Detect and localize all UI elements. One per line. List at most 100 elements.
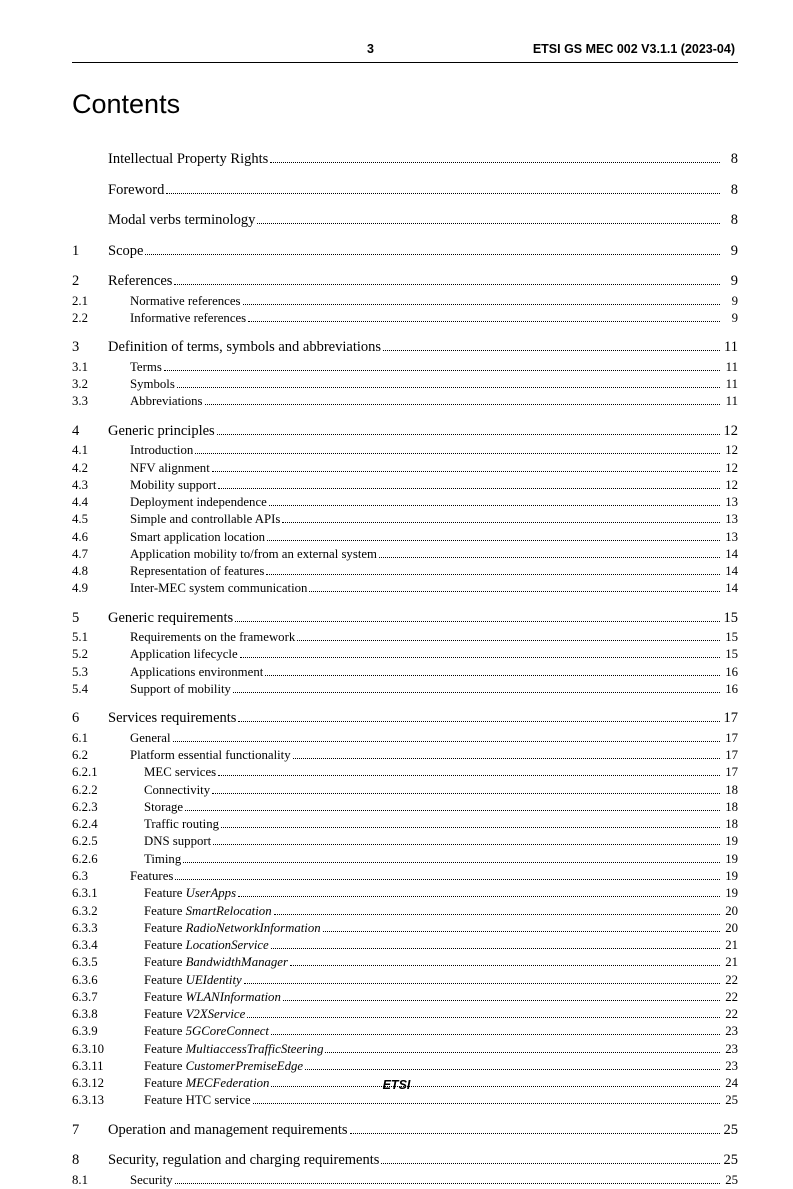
- toc-dots: [271, 1025, 720, 1035]
- toc-label: Security, regulation and charging requir…: [108, 1151, 379, 1171]
- toc-number: 6.3.4: [72, 937, 144, 954]
- toc-dots: [297, 631, 720, 641]
- toc-page: 23: [723, 1041, 738, 1058]
- toc-label: Feature LocationService: [144, 937, 269, 954]
- toc-number: 2: [72, 272, 108, 292]
- header-rule: [72, 62, 738, 63]
- toc-line: 3.2Symbols11: [72, 376, 738, 393]
- toc-label: Platform essential functionality: [130, 747, 291, 764]
- toc-page: 12: [723, 422, 738, 442]
- toc-label: Services requirements: [108, 709, 236, 729]
- page-number: 3: [367, 42, 374, 56]
- toc-number: 4.1: [72, 442, 130, 459]
- toc-line: Intellectual Property Rights8: [72, 150, 738, 170]
- toc-page: 19: [723, 833, 738, 850]
- toc-line: 6.3.7Feature WLANInformation22: [72, 989, 738, 1006]
- toc-page: 22: [723, 1006, 738, 1023]
- toc-number: 4.6: [72, 529, 130, 546]
- toc-line: 6.3.11Feature CustomerPremiseEdge23: [72, 1058, 738, 1075]
- toc-page: 9: [723, 293, 738, 310]
- toc-page: 20: [723, 920, 738, 937]
- toc-dots: [213, 835, 720, 845]
- toc-line: 8.1Security25: [72, 1172, 738, 1189]
- toc-label: Feature BandwidthManager: [144, 954, 288, 971]
- toc-line: 4.3Mobility support12: [72, 477, 738, 494]
- toc-page: 9: [723, 272, 738, 292]
- toc-dots: [212, 783, 720, 793]
- toc-line: 4.5Simple and controllable APIs13: [72, 511, 738, 528]
- toc-label-italic: UEIdentity: [186, 973, 242, 987]
- toc-page: 21: [723, 954, 738, 971]
- toc-line: 5.3Applications environment16: [72, 664, 738, 681]
- toc-line: 4.9Inter-MEC system communication14: [72, 580, 738, 597]
- toc-block: 3Definition of terms, symbols and abbrev…: [72, 338, 738, 410]
- toc-line: 6.3.1Feature UserApps19: [72, 885, 738, 902]
- toc-label: NFV alignment: [130, 460, 210, 477]
- toc-number: 2.2: [72, 310, 130, 327]
- toc-label: Introduction: [130, 442, 193, 459]
- toc-line: 7Operation and management requirements25: [72, 1121, 738, 1141]
- toc-dots: [253, 1094, 720, 1104]
- page-header: 3 ETSI GS MEC 002 V3.1.1 (2023-04): [72, 42, 738, 56]
- toc-number: 6.3.1: [72, 885, 144, 902]
- toc-number: 4.3: [72, 477, 130, 494]
- toc-number: 6.2.1: [72, 764, 144, 781]
- toc-page: 15: [723, 609, 738, 629]
- toc-page: 14: [723, 580, 738, 597]
- toc-line: 6.3.9Feature 5GCoreConnect23: [72, 1023, 738, 1040]
- toc-number: 6.2.3: [72, 799, 144, 816]
- toc-label-italic: SmartRelocation: [186, 904, 272, 918]
- page-footer: ETSI: [0, 1078, 793, 1092]
- toc-dots: [325, 1042, 720, 1052]
- toc-line: 4.2NFV alignment12: [72, 460, 738, 477]
- toc-page: 11: [723, 338, 738, 358]
- toc-page: 18: [723, 799, 738, 816]
- toc-line: 2.1Normative references9: [72, 293, 738, 310]
- toc-line: 6.3.2Feature SmartRelocation20: [72, 903, 738, 920]
- toc-block: 4Generic principles124.1Introduction124.…: [72, 422, 738, 598]
- toc-page: 11: [723, 359, 738, 376]
- toc-label-italic: V2XService: [186, 1007, 246, 1021]
- toc-line: 6.3.5Feature BandwidthManager21: [72, 954, 738, 971]
- toc-label: Traffic routing: [144, 816, 219, 833]
- toc-label: Deployment independence: [130, 494, 267, 511]
- toc-page: 22: [723, 972, 738, 989]
- toc-label: DNS support: [144, 833, 211, 850]
- toc-page: 19: [723, 868, 738, 885]
- toc-line: 6.2.3Storage18: [72, 799, 738, 816]
- toc-page: 18: [723, 782, 738, 799]
- toc-block: Foreword8: [72, 181, 738, 201]
- toc-label: Generic principles: [108, 422, 215, 442]
- toc-label: Modal verbs terminology: [108, 211, 255, 231]
- toc-number: 6.3.8: [72, 1006, 144, 1023]
- toc-number: 5.2: [72, 646, 130, 663]
- toc-page: 19: [723, 851, 738, 868]
- toc-number: 5.4: [72, 681, 130, 698]
- toc-number: 4.4: [72, 494, 130, 511]
- toc-block: 1Scope9: [72, 242, 738, 262]
- toc-number: 6.2.2: [72, 782, 144, 799]
- toc-dots: [248, 312, 720, 322]
- toc-number: 6.3.2: [72, 903, 144, 920]
- toc-number: 6.3.3: [72, 920, 144, 937]
- toc-label: Requirements on the framework: [130, 629, 295, 646]
- toc-dots: [269, 496, 720, 506]
- toc-line: 6.3.8Feature V2XService22: [72, 1006, 738, 1023]
- toc-line: 6.2.2Connectivity18: [72, 782, 738, 799]
- toc-line: 5.1Requirements on the framework15: [72, 629, 738, 646]
- toc-line: 2.2Informative references9: [72, 310, 738, 327]
- toc-label: Features: [130, 868, 173, 885]
- toc-line: 6.2Platform essential functionality17: [72, 747, 738, 764]
- toc-number: 2.1: [72, 293, 130, 310]
- toc-page: 12: [723, 460, 738, 477]
- toc-dots: [350, 1122, 720, 1134]
- toc-number: 6.1: [72, 730, 130, 747]
- toc-label: Feature UserApps: [144, 885, 236, 902]
- toc-label: Representation of features: [130, 563, 264, 580]
- toc-block: 5Generic requirements155.1Requirements o…: [72, 609, 738, 699]
- toc-line: 4.8Representation of features14: [72, 563, 738, 580]
- toc-line: 4.6Smart application location13: [72, 529, 738, 546]
- toc-line: 6.2.4Traffic routing18: [72, 816, 738, 833]
- toc-number: 6.2.6: [72, 851, 144, 868]
- toc-number: 8: [72, 1151, 108, 1171]
